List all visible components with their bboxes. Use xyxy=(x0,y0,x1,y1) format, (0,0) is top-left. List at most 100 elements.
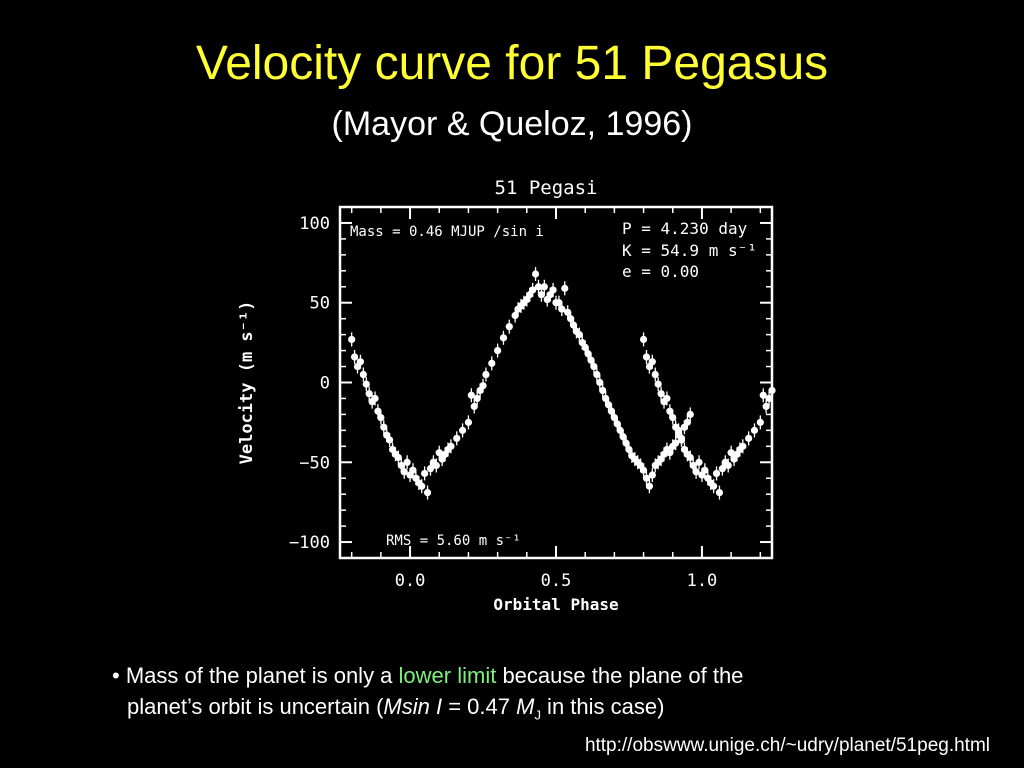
data-point xyxy=(619,433,627,441)
data-point xyxy=(724,461,732,470)
data-point xyxy=(639,335,648,344)
data-point xyxy=(350,353,359,361)
data-point xyxy=(648,358,656,366)
data-point xyxy=(739,442,747,450)
data-point xyxy=(569,321,578,329)
data-point xyxy=(613,420,621,428)
data-point xyxy=(575,331,583,339)
bullet-highlight: lower limit xyxy=(398,663,497,688)
data-point xyxy=(494,346,502,355)
data-point xyxy=(394,453,402,462)
data-point xyxy=(584,350,592,358)
x-axis-label: Orbital Phase xyxy=(493,595,618,614)
data-point xyxy=(599,386,607,395)
annotation-eccentricity: e = 0.00 xyxy=(622,262,699,281)
data-point xyxy=(710,482,718,490)
chart-title: 51 Pegasi xyxy=(495,177,598,199)
data-point xyxy=(447,442,455,450)
x-tick-label: 1.0 xyxy=(687,571,718,591)
slide-subtitle: (Mayor & Queloz, 1996) xyxy=(331,105,693,143)
data-point xyxy=(409,466,417,474)
bullet-line2-a: planet’s orbit is uncertain ( xyxy=(127,694,384,719)
data-point xyxy=(666,407,674,415)
data-point xyxy=(762,402,770,411)
x-tick-label: 0.5 xyxy=(541,571,572,591)
data-point xyxy=(607,407,616,415)
data-point xyxy=(581,343,589,351)
data-point xyxy=(648,471,656,479)
bullet-line-1: • Mass of the planet is only a lower lim… xyxy=(112,660,952,691)
data-point xyxy=(473,394,481,403)
annotation-period: P = 4.230 day xyxy=(622,219,748,238)
bullet-mj: M xyxy=(516,694,535,719)
bullet-part2: because the plane of the xyxy=(496,663,744,688)
data-point xyxy=(488,359,496,367)
data-point xyxy=(531,270,540,278)
data-point xyxy=(400,468,408,476)
velocity-chart: 100 50 0 −50 −100 0.0 0.5 1.0 51 Pegasi Orbital P… xyxy=(237,177,776,614)
annotation-rms: RMS = 5.60 m s⁻¹ xyxy=(386,533,521,549)
data-point xyxy=(561,284,569,292)
data-point xyxy=(657,390,665,398)
y-tick-label: 50 xyxy=(310,294,330,314)
data-point xyxy=(596,378,604,387)
data-point xyxy=(587,356,595,364)
data-point xyxy=(765,394,773,403)
y-tick-label: −50 xyxy=(299,453,330,473)
bullet-text: • Mass of the planet is only a lower lim… xyxy=(112,660,952,730)
annotation-mass: Mass = 0.46 MJUP /sin i xyxy=(350,224,544,240)
data-point xyxy=(511,311,519,320)
data-point xyxy=(672,439,680,447)
data-point xyxy=(418,482,426,490)
y-tick-label: 100 xyxy=(299,214,330,234)
data-point xyxy=(745,434,753,442)
data-point xyxy=(499,334,508,342)
data-point xyxy=(534,283,543,291)
data-point xyxy=(677,434,686,442)
y-axis-label: Velocity (m s⁻¹) xyxy=(237,301,257,465)
data-point xyxy=(374,407,382,415)
data-point xyxy=(622,439,630,447)
data-point xyxy=(549,286,557,294)
data-point xyxy=(768,386,776,395)
data-point xyxy=(371,394,379,403)
bullet-marker: • xyxy=(112,663,120,688)
data-point xyxy=(610,414,618,422)
bullet-line2-c: in this case) xyxy=(540,694,665,719)
data-point xyxy=(616,426,624,434)
slide-title: Velocity curve for 51 Pegasus xyxy=(195,37,829,90)
data-point xyxy=(689,461,697,470)
data-point xyxy=(529,286,537,294)
data-point xyxy=(467,391,475,399)
source-url[interactable]: http://obswww.unige.ch/~udry/planet/51pe… xyxy=(584,735,990,756)
data-point xyxy=(555,299,563,307)
data-point xyxy=(654,380,662,388)
data-point xyxy=(432,461,440,470)
data-point xyxy=(365,390,373,398)
data-point xyxy=(604,401,613,409)
data-point xyxy=(348,335,356,344)
data-point xyxy=(540,283,548,291)
data-point xyxy=(701,466,709,474)
data-point xyxy=(362,380,370,388)
bullet-line2-b: = 0.47 xyxy=(442,694,517,719)
data-point xyxy=(423,488,432,497)
data-point xyxy=(359,370,367,379)
data-point xyxy=(426,465,435,473)
data-point xyxy=(386,436,394,444)
data-point xyxy=(686,410,694,419)
data-point xyxy=(686,453,694,462)
data-point xyxy=(692,468,700,476)
data-point xyxy=(669,414,677,422)
annotation-amplitude: K = 54.9 m s⁻¹ xyxy=(622,241,757,260)
data-point xyxy=(377,414,385,422)
data-point xyxy=(756,418,764,426)
bullet-line-2: planet’s orbit is uncertain (Msin I = 0.… xyxy=(112,691,952,730)
data-point xyxy=(602,394,610,403)
data-point xyxy=(639,466,648,474)
data-point xyxy=(590,362,598,371)
data-point xyxy=(453,434,461,442)
bullet-part1: Mass of the planet is only a xyxy=(125,663,399,688)
data-point xyxy=(625,445,633,454)
data-point xyxy=(727,449,735,457)
